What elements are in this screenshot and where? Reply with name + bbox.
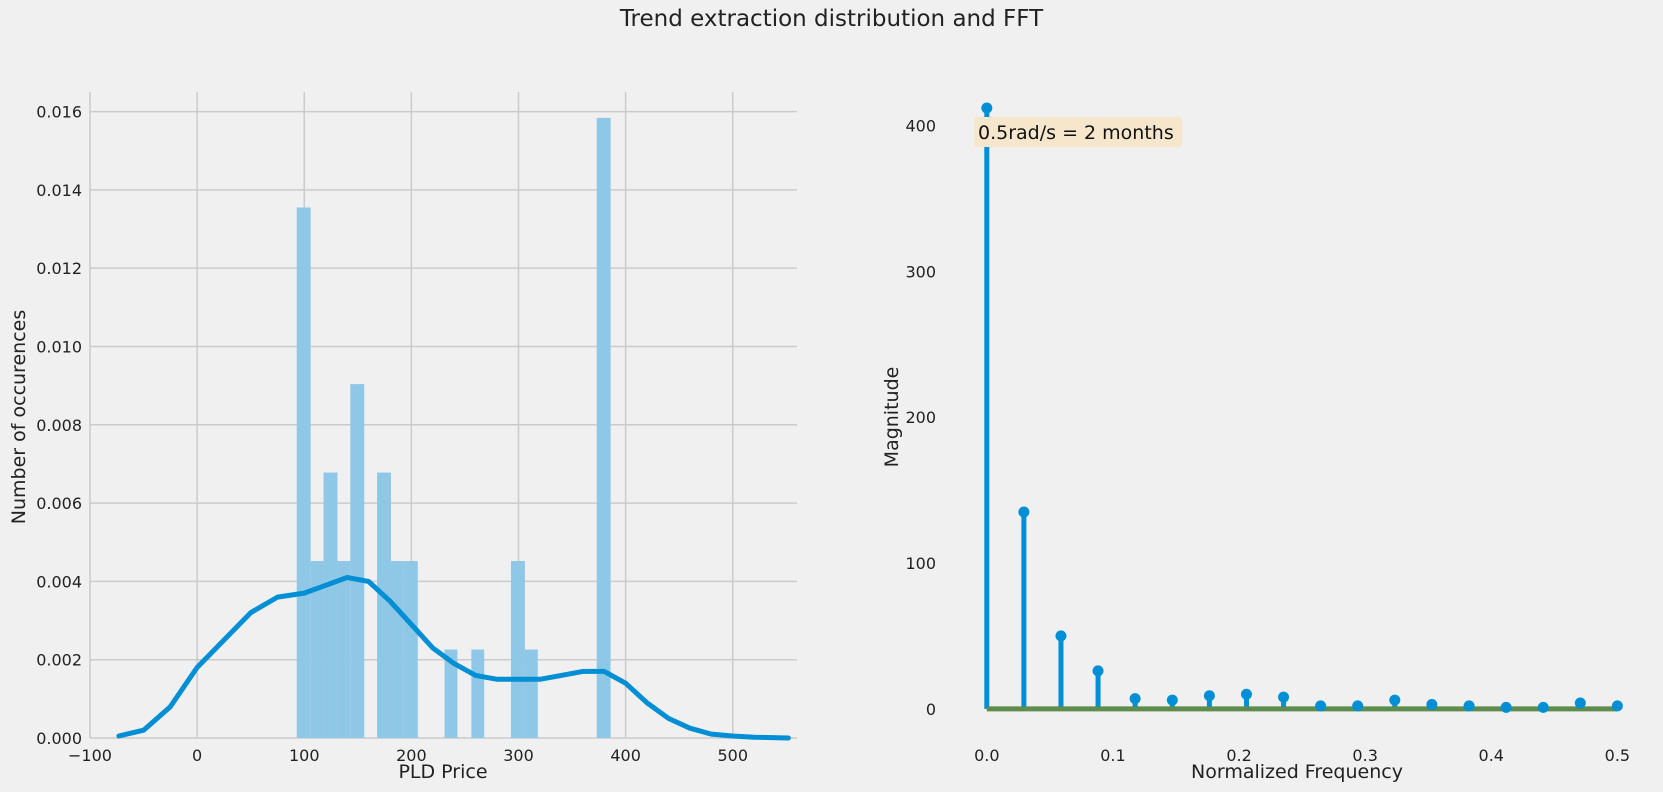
y-tick-label: 100 <box>905 554 936 573</box>
y-tick-label: 400 <box>905 117 936 136</box>
stem-marker <box>1574 697 1586 709</box>
y-tick-label: 0.014 <box>36 181 82 200</box>
y-tick-label: 0.002 <box>36 651 82 670</box>
fft-markers <box>981 102 1623 713</box>
x-tick-label: 0.5 <box>1605 746 1630 765</box>
stem-marker <box>1055 630 1067 642</box>
histogram-bar <box>323 472 338 738</box>
stem-marker <box>1166 694 1178 706</box>
y-tick-label: 0.010 <box>36 337 82 356</box>
x-tick-label: 500 <box>717 746 748 765</box>
stem-marker <box>1203 690 1215 702</box>
histogram-grid <box>89 92 797 739</box>
histogram-bar <box>310 561 324 738</box>
histogram-bar <box>391 561 404 738</box>
histogram-bar <box>377 472 392 738</box>
x-tick-label: 300 <box>503 746 534 765</box>
histogram-bar <box>596 117 611 739</box>
stem-marker <box>1389 694 1401 706</box>
y-tick-label: 0.012 <box>36 259 82 278</box>
histogram-bar <box>403 561 418 738</box>
stem-marker <box>1537 701 1549 713</box>
x-tick-label: −100 <box>68 746 112 765</box>
x-tick-label: 0.1 <box>1100 746 1125 765</box>
x-tick-label: 0.0 <box>974 746 999 765</box>
fft-stems <box>984 108 1620 709</box>
annotation-box <box>974 117 1182 147</box>
x-tick-label: 0 <box>192 746 202 765</box>
y-tick-label: 0.000 <box>36 729 82 748</box>
kde-curve <box>116 575 791 741</box>
x-tick-label: 100 <box>289 746 320 765</box>
histogram-bar <box>524 649 538 738</box>
stem-marker <box>1463 700 1475 712</box>
y-tick-label: 0.004 <box>36 572 82 591</box>
histogram-x-axis-label: PLD Price <box>398 761 487 783</box>
stem-marker <box>1426 698 1438 710</box>
stem-marker <box>1092 665 1104 677</box>
histogram-bar <box>510 561 525 738</box>
histogram-x-ticks: −100 0 100 200 300 400 500 <box>68 746 748 765</box>
x-tick-label: 200 <box>396 746 427 765</box>
x-tick-label: 0.3 <box>1352 746 1377 765</box>
stem-marker <box>1278 691 1290 703</box>
y-tick-label: 0 <box>926 700 936 719</box>
fft-annotation: 0.5rad/s = 2 months <box>974 117 1182 147</box>
histogram-bar <box>471 649 485 738</box>
fft-x-ticks: 0.0 0.1 0.2 0.3 0.4 0.5 <box>974 746 1630 765</box>
fft-x-axis-label: Normalized Frequency <box>1191 761 1403 783</box>
x-tick-label: 0.2 <box>1226 746 1251 765</box>
x-tick-label: 400 <box>610 746 641 765</box>
stem-marker <box>1500 701 1512 713</box>
histogram-bar <box>444 649 458 738</box>
y-tick-label: 0.016 <box>36 103 82 122</box>
stem-marker <box>1315 700 1327 712</box>
stem-marker <box>1611 700 1623 712</box>
annotation-text: 0.5rad/s = 2 months <box>978 122 1174 144</box>
y-tick-label: 200 <box>905 408 936 427</box>
fft-y-axis-label: Magnitude <box>881 367 903 468</box>
stem-marker <box>981 102 993 114</box>
histogram-y-ticks: 0.000 0.002 0.004 0.006 0.008 0.010 0.012 0.014… <box>36 103 82 748</box>
histogram-bar <box>296 207 311 739</box>
stem-marker <box>1018 506 1030 518</box>
stem-marker <box>1240 688 1252 700</box>
x-tick-label: 0.4 <box>1479 746 1504 765</box>
y-tick-label: 300 <box>905 262 936 281</box>
histogram-chart: −100 0 100 200 300 400 500 0.0000.0020.0040.00… <box>8 92 797 783</box>
fft-stem-chart: 0.0 0.1 0.2 0.3 0.4 0.5 0 100 200 300 400 0.5rad/… <box>881 102 1630 783</box>
histogram-bar <box>337 561 351 738</box>
stem-marker <box>1352 700 1364 712</box>
histogram-bar <box>350 384 365 738</box>
stem-marker <box>1129 693 1141 705</box>
fft-y-ticks: 0 100 200 300 400 <box>905 117 936 719</box>
y-tick-label: 0.008 <box>36 416 82 435</box>
y-tick-label: 0.006 <box>36 494 82 513</box>
histogram-bars <box>296 117 611 739</box>
histogram-y-axis-label: Number of occurences <box>8 310 30 524</box>
figure-title: Trend extraction distribution and FFT <box>619 6 1044 32</box>
